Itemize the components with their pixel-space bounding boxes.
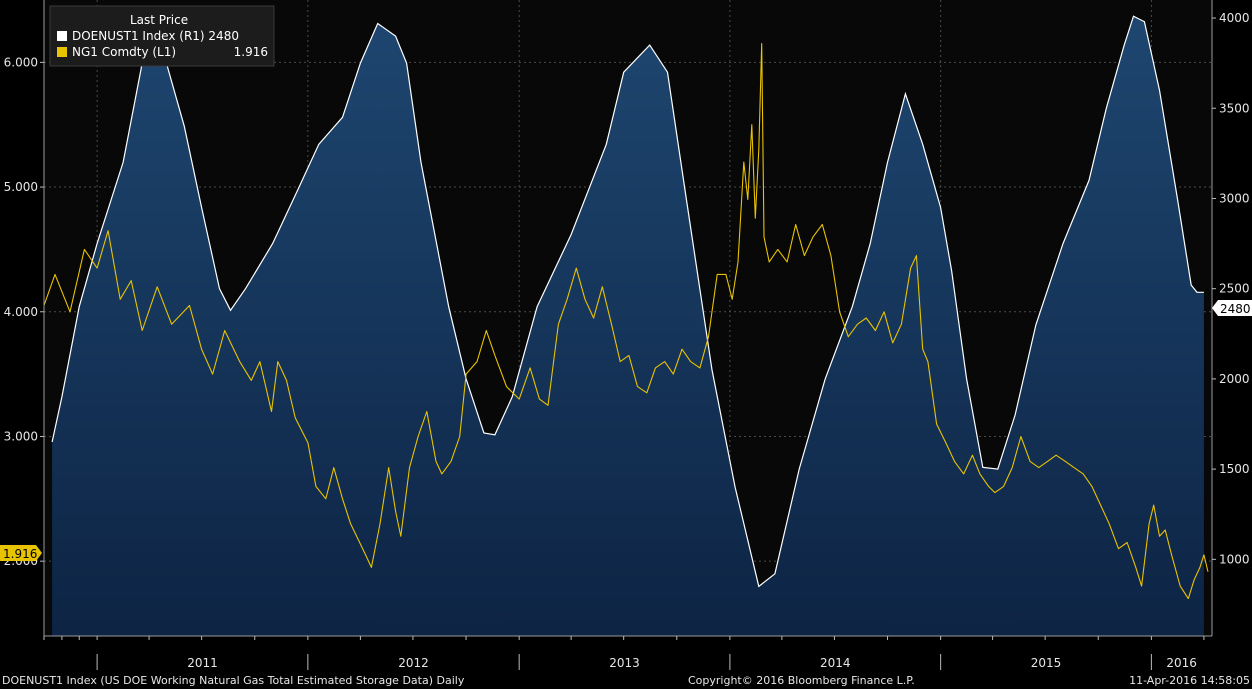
x-tick-label: 2012 xyxy=(398,656,429,670)
right-last-value-badge: 2480 xyxy=(1212,300,1252,316)
left-last-value-badge: 1.916 xyxy=(0,545,42,561)
left-tick-label: 6.000 xyxy=(4,55,38,69)
legend-title: Last Price xyxy=(130,13,188,27)
right-tick-label: 4000 xyxy=(1219,11,1250,25)
legend-entry-ng1: NG1 Comdty (L1) xyxy=(72,45,176,59)
right-tick-label: 2000 xyxy=(1219,372,1250,386)
left-tick-label: 3.000 xyxy=(4,429,38,443)
doenust1-line xyxy=(51,15,1204,588)
legend-value-ng1: 1.916 xyxy=(234,45,268,59)
right-badge-text: 2480 xyxy=(1220,302,1251,316)
right-tick-label: 3500 xyxy=(1219,101,1250,115)
right-tick-label: 2500 xyxy=(1219,282,1250,296)
right-axis-ticks: 1000 1500 2000 2500 3000 3500 4000 xyxy=(1212,11,1250,566)
x-tick-label: 2014 xyxy=(820,656,851,670)
doenust1-area-fill xyxy=(52,16,1204,636)
left-tick-label: 4.000 xyxy=(4,305,38,319)
x-tick-label: 2016 xyxy=(1166,656,1197,670)
right-tick-label: 1000 xyxy=(1219,552,1250,566)
legend-swatch-doenust1 xyxy=(57,31,67,41)
legend: Last Price DOENUST1 Index (R1) 2480 NG1 … xyxy=(49,5,275,67)
legend-swatch-ng1 xyxy=(57,47,67,57)
right-tick-label: 3000 xyxy=(1219,191,1250,205)
series-layer xyxy=(43,15,1209,636)
footer-timestamp: 11-Apr-2016 14:58:05 xyxy=(1129,674,1250,687)
x-tick-label: 2015 xyxy=(1031,656,1062,670)
left-badge-text: 1.916 xyxy=(3,547,37,561)
x-axis-ticks: 2011 2012 2013 2014 2015 2016 xyxy=(43,636,1205,670)
footer-description: DOENUST1 Index (US DOE Working Natural G… xyxy=(2,674,465,687)
legend-box xyxy=(49,5,275,67)
ng1-line xyxy=(43,43,1209,600)
right-tick-label: 1500 xyxy=(1219,462,1250,476)
footer-copyright: Copyright© 2016 Bloomberg Finance L.P. xyxy=(688,674,915,687)
legend-entry-doenust1: DOENUST1 Index (R1) 2480 xyxy=(72,29,239,43)
left-tick-label: 5.000 xyxy=(4,180,38,194)
x-tick-label: 2013 xyxy=(609,656,640,670)
x-tick-label: 2011 xyxy=(187,656,218,670)
